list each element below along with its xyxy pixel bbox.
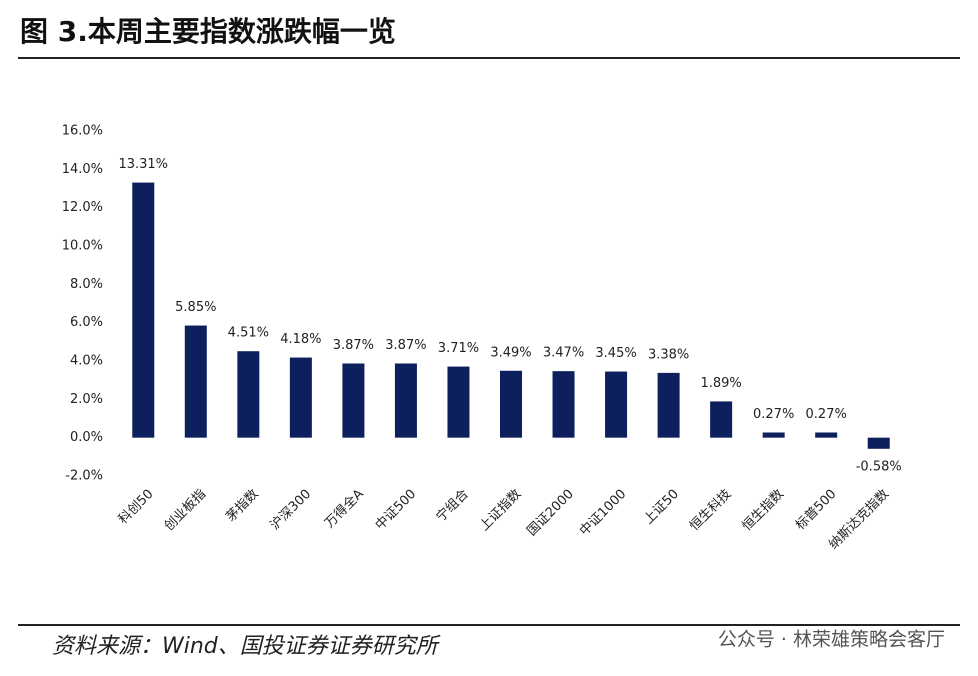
x-tick-label: 茅指数 — [223, 487, 261, 525]
x-tick-label: 上证50 — [641, 487, 682, 528]
watermark: 公众号 · 林荣雄策略会客厅 — [718, 629, 945, 651]
value-label: 0.27% — [753, 407, 794, 422]
x-tick-label: 标普500 — [793, 487, 840, 534]
y-tick-label: 8.0% — [70, 277, 103, 292]
bar — [184, 325, 207, 438]
x-tick-label: 上证指数 — [477, 487, 524, 534]
x-tick-label: 创业板指 — [162, 487, 209, 534]
value-label: 3.38% — [648, 347, 689, 362]
x-tick-label: 宁组合 — [433, 486, 472, 525]
value-label: 4.51% — [228, 326, 269, 341]
value-label: 1.89% — [700, 376, 741, 391]
value-label: 13.31% — [118, 157, 168, 172]
x-tick-label: 中证1000 — [577, 487, 629, 539]
x-tick-label: 恒生指数 — [740, 487, 787, 534]
chart-title: 图 3.本周主要指数涨跌幅一览 — [20, 15, 396, 48]
x-tick-label: 国证2000 — [524, 487, 576, 539]
value-label: 3.87% — [333, 338, 374, 353]
value-label: 3.45% — [595, 346, 636, 361]
bar — [447, 366, 470, 438]
x-tick-label: 沪深300 — [267, 486, 314, 533]
x-tick-label: 中证500 — [373, 487, 420, 534]
bar — [289, 357, 312, 438]
y-tick-label: 0.0% — [70, 430, 103, 445]
value-label: 0.27% — [806, 407, 847, 422]
value-label: 3.71% — [438, 341, 479, 356]
y-tick-label: 14.0% — [62, 162, 103, 177]
y-tick-label: -2.0% — [65, 469, 103, 484]
bar — [710, 401, 733, 438]
value-label: 3.47% — [543, 346, 584, 361]
value-label: 3.49% — [490, 345, 531, 360]
bar — [815, 432, 838, 438]
x-tick-label: 恒生科技 — [687, 487, 734, 534]
bar — [500, 370, 522, 438]
bar — [605, 371, 628, 438]
value-label: 5.85% — [175, 300, 216, 315]
bar — [762, 432, 785, 438]
y-tick-label: 12.0% — [62, 200, 103, 215]
y-tick-label: 6.0% — [70, 315, 103, 330]
y-tick-label: 10.0% — [62, 239, 103, 254]
y-tick-label: 2.0% — [70, 392, 103, 407]
bar — [552, 371, 575, 438]
y-tick-label: 4.0% — [70, 354, 103, 369]
bar — [657, 372, 680, 438]
value-label: 3.87% — [385, 338, 426, 353]
bar — [237, 351, 260, 438]
y-tick-label: 16.0% — [62, 124, 103, 139]
source: 资料来源：Wind、国投证券证券研究所 — [52, 634, 441, 659]
value-label: 4.18% — [280, 332, 321, 347]
bar — [342, 363, 365, 438]
bar — [132, 182, 155, 438]
bar — [867, 437, 890, 449]
x-tick-label: 万得全A — [322, 486, 367, 531]
bar — [394, 363, 417, 438]
value-label: -0.58% — [856, 459, 902, 474]
x-tick-label: 科创50 — [116, 487, 157, 528]
